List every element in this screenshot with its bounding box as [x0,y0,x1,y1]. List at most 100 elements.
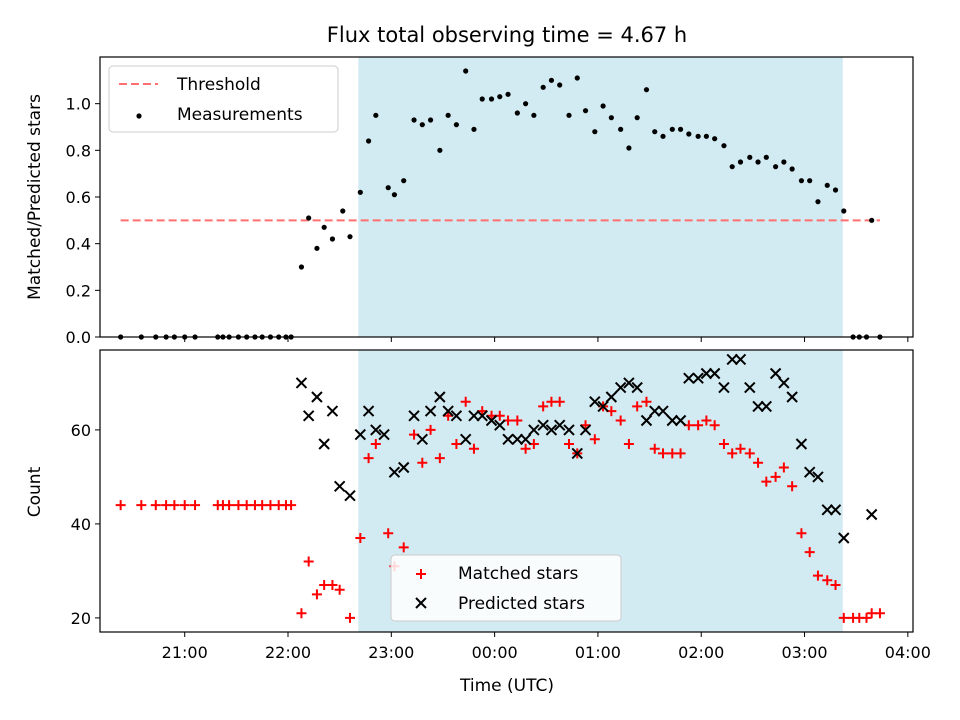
top-legend-box [108,65,339,133]
measurement-point [548,77,555,83]
matched-star-point [632,401,643,412]
bottom-axes-frame [99,349,914,633]
matched-star-point [451,439,462,449]
predicted-star-point [744,381,756,394]
predicted-star-point [786,391,798,403]
measurement-point [626,145,632,151]
predicted-star-point [537,419,549,431]
matched-star-point [425,424,436,435]
matched-star-point [735,443,746,454]
matched-star-point [136,500,147,511]
x-tick-label: 02:00 [678,643,724,662]
matched-star-point [370,439,381,449]
top-ylabel: Matched/Predicted stars [25,94,45,300]
matched-star-point [417,457,428,468]
measurement-point [677,126,684,132]
measurement-point [807,178,813,184]
x-tick-label: 01:00 [575,643,621,662]
measurement-point [869,217,875,223]
matched-star-point [770,471,781,482]
measurement-point [505,91,511,97]
measurement-point [789,166,795,172]
measurement-point [582,108,589,114]
predicted-star-point [579,424,592,436]
measurement-point [815,199,821,205]
predicted-star-point [344,489,356,502]
predicted-star-point [760,400,773,413]
predicted-star-point [398,461,410,474]
predicted-star-point [424,405,437,417]
measurement-point [488,96,495,102]
matched-star-point [812,570,823,581]
predicted-star-point [485,414,498,427]
measurement-point [427,117,434,123]
x-tick-label: 04:00 [885,643,931,662]
measurement-point [531,112,537,118]
matched-star-point [398,542,409,553]
matched-star-point [822,575,833,586]
predicted-star-point [370,424,382,436]
measurement-point [347,234,353,240]
x-tick-label: 21:00 [162,643,208,662]
matched-star-point [744,448,755,459]
chart-title: Flux total observing time = 4.67 h [327,23,687,47]
measurement-point [798,178,805,184]
predicted-star-point [553,419,566,431]
matched-star-point [804,547,815,558]
measurement-point [747,154,753,160]
top-y-tick-label: 0.8 [66,141,91,160]
matched-star-point [838,612,849,623]
matched-star-point [778,462,789,473]
matched-star-point [355,533,366,543]
measurement-point [721,143,727,149]
matched-star-point [641,396,652,407]
predicted-star-point [476,410,488,422]
measurement-point [686,131,692,137]
matched-star-point [796,528,807,539]
matched-star-point [693,420,704,431]
matched-star-point [460,396,471,407]
matched-star-point [538,401,549,412]
measurement-point [357,189,363,195]
measurement-point [634,115,640,121]
matched-star-point [190,500,201,511]
measurement-point [737,159,744,165]
predicted-star-point [362,405,375,417]
predicted-star-point [597,400,609,413]
matched-star-point [169,500,180,511]
measurement-point [298,264,305,270]
predicted-star-point [528,424,540,436]
top-y-tick-label: 0.4 [66,235,91,254]
bottom-ylabel: Count [25,466,45,517]
matched-star-point [383,528,394,539]
measurement-point [574,75,580,81]
matched-star-point [344,612,355,623]
bottom-legend-box [390,554,622,622]
matched-star-point [830,580,841,590]
matched-star-point [468,443,479,454]
predicted-star-point [589,395,601,408]
predicted-star-point [865,508,878,521]
matched-star-point [286,500,297,511]
measurement-point [824,182,830,188]
predicted-star-point [442,405,454,417]
matched-star-point [874,608,885,619]
measurement-point [608,115,614,121]
predicted-star-point [649,405,661,417]
measurement-point [385,185,391,191]
measurement-point [453,122,459,128]
measurement-point [321,224,327,230]
measurement-point [373,112,379,118]
predicted-star-point [468,410,480,422]
measurement-point [643,87,650,93]
predicted-star-point [734,353,747,366]
predicted-star-point [683,372,695,384]
predicted-star-point [666,414,679,427]
predicted-star-point [674,414,687,427]
matched-star-point [727,448,738,459]
measurement-point [695,133,701,139]
top-y-tick-label: 1.0 [66,95,91,114]
measurement-point [391,192,398,198]
predicted-star-point [605,391,618,403]
measurement-point [592,129,598,135]
